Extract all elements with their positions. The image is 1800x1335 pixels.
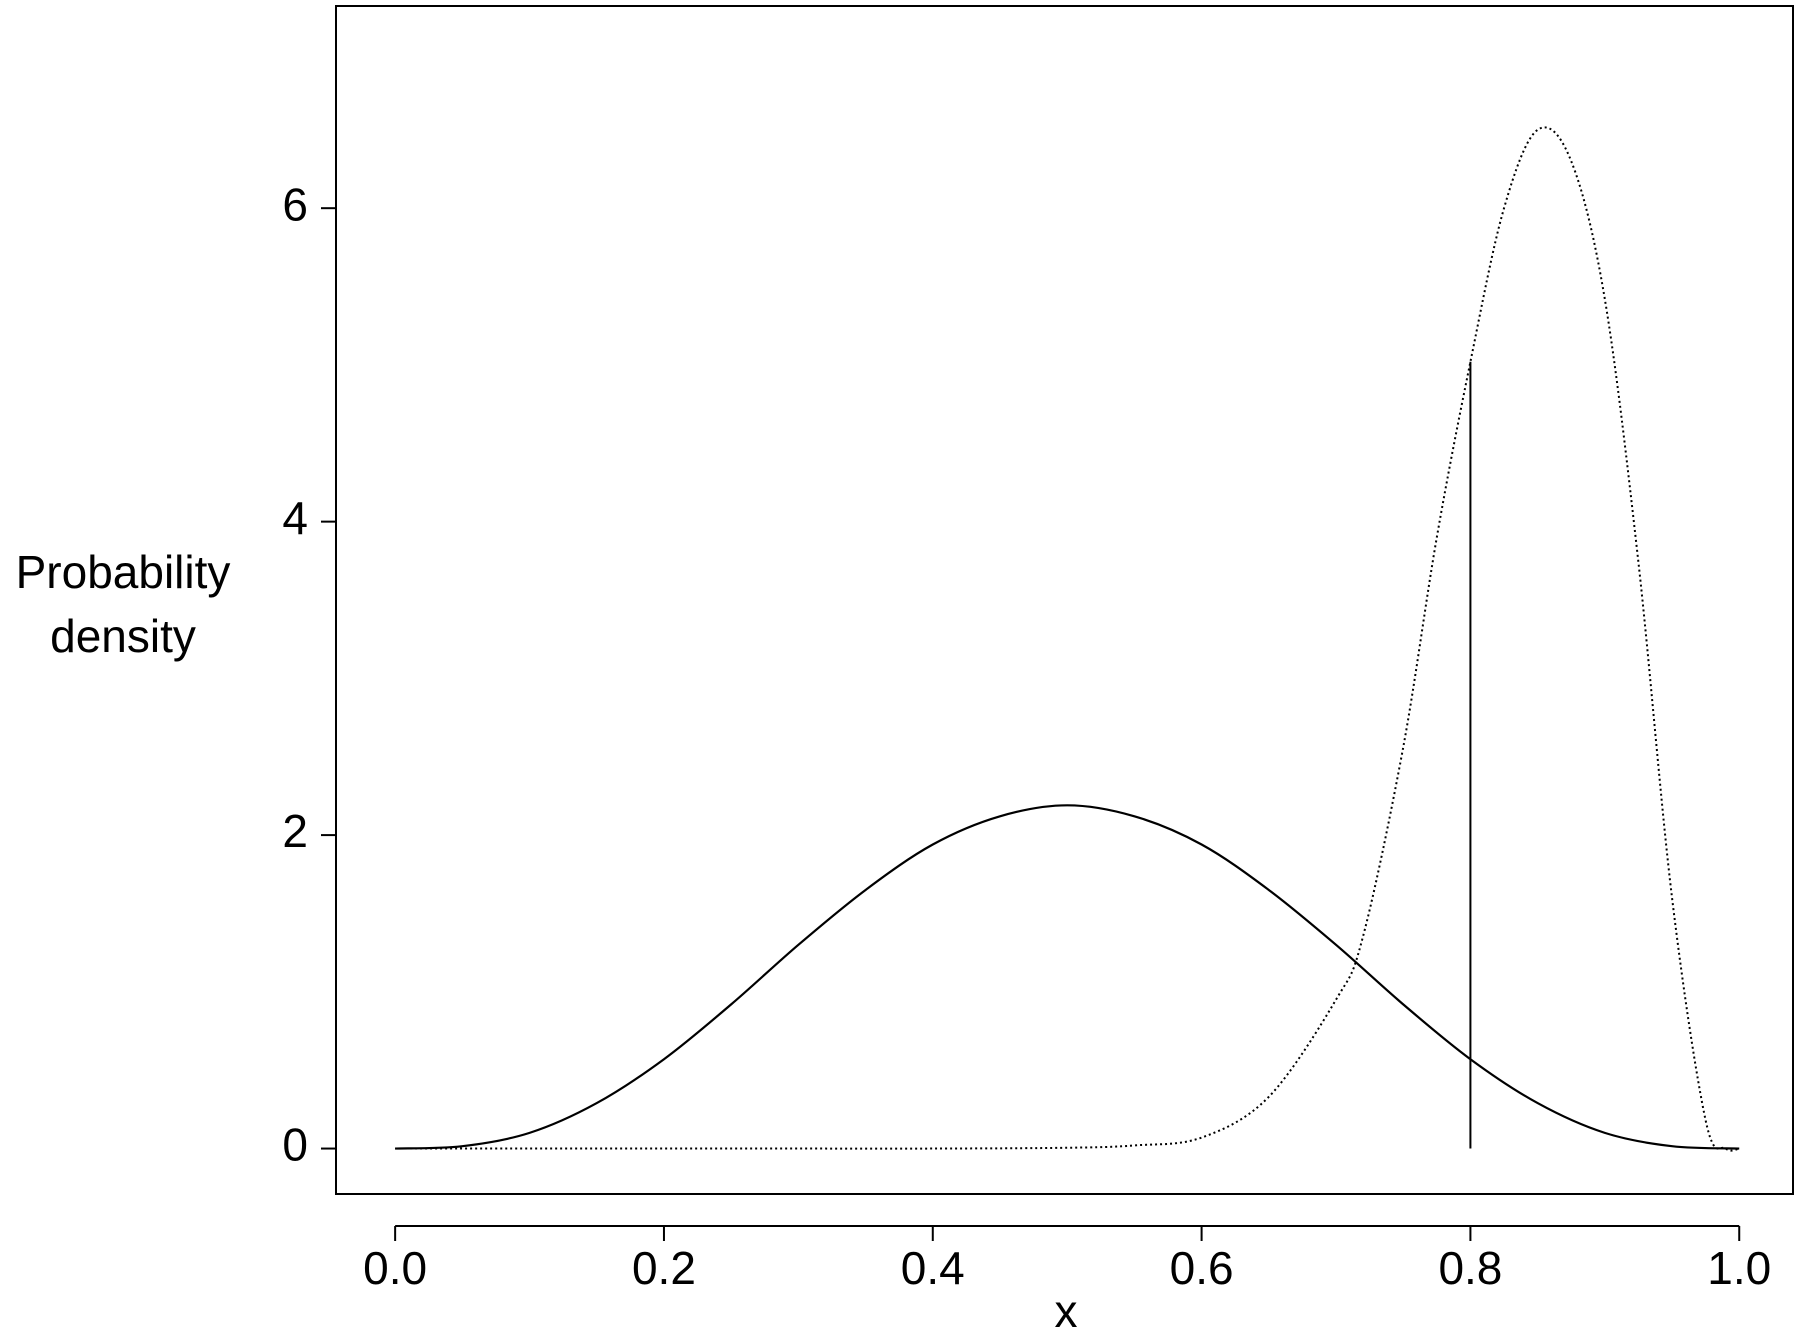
plot-frame (335, 5, 1794, 1195)
y-axis-label: Probability density (15, 546, 231, 662)
x-tick-label: 1.0 (1707, 1242, 1771, 1294)
x-tick-label: 0.2 (632, 1242, 696, 1294)
density-curve (395, 126, 1740, 1152)
x-tick-label: 0.0 (363, 1242, 427, 1294)
y-tick-label: 4 (282, 492, 308, 544)
x-tick-label: 0.8 (1438, 1242, 1502, 1294)
x-tick-label: 0.4 (901, 1242, 965, 1294)
density-curve (395, 804, 1740, 1150)
x-axis-label: x (1055, 1285, 1078, 1335)
y-tick-label: 0 (282, 1119, 308, 1171)
y-tick-label: 6 (282, 178, 308, 230)
y-tick-label: 2 (282, 805, 308, 857)
x-tick-label: 0.6 (1170, 1242, 1234, 1294)
